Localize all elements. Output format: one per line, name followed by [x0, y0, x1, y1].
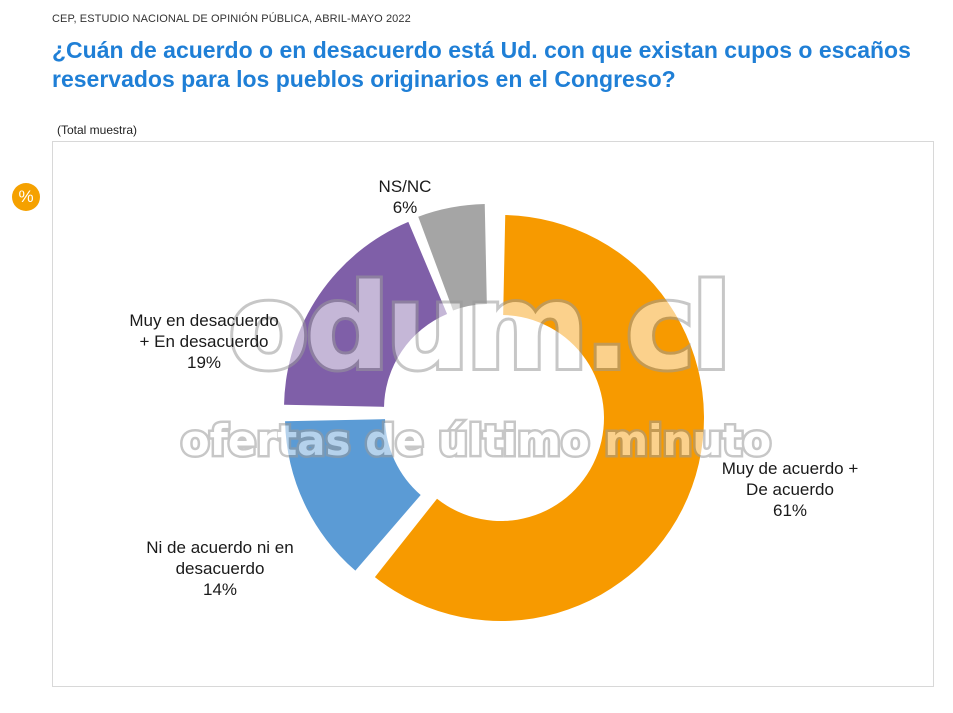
- slice-label-line: Muy de acuerdo +: [721, 459, 859, 478]
- slice-label-3: NS/NC 6%: [295, 176, 515, 218]
- slice-value-label: 61%: [772, 501, 808, 520]
- slice-value-label: 6%: [392, 198, 418, 217]
- slice-label-line: Ni de acuerdo ni en: [146, 538, 294, 557]
- watermark-text-sub: ofertas de último minuto: [181, 416, 771, 465]
- slice-label-line: desacuerdo: [175, 559, 265, 578]
- donut-slice-2: [284, 221, 448, 407]
- sample-note: (Total muestra): [57, 123, 138, 137]
- source-note: CEP, ESTUDIO NACIONAL DE OPINIÓN PÚBLICA…: [52, 13, 411, 25]
- watermark-text-main: odum.cl: [228, 258, 728, 396]
- slice-label-line: NS/NC: [378, 177, 432, 196]
- donut-slice-0: [374, 215, 704, 621]
- slice-label-line: De acuerdo: [746, 480, 834, 499]
- donut-slice-3: [418, 204, 487, 311]
- slice-label-line: Muy en desacuerdo: [129, 311, 279, 330]
- slice-value-label: 19%: [186, 353, 222, 372]
- slice-value-label: 14%: [202, 580, 238, 599]
- watermark-logo: odum.cl ofertas de último minuto: [178, 255, 773, 468]
- donut-slice-1: [285, 419, 421, 571]
- percent-badge: %: [12, 183, 40, 211]
- slice-label-2: Muy en desacuerdo + En desacuerdo 19%: [94, 310, 314, 373]
- chart-title: ¿Cuán de acuerdo o en desacuerdo está Ud…: [52, 37, 911, 92]
- slice-label-1: Ni de acuerdo ni en desacuerdo 14%: [110, 537, 330, 600]
- slice-label-0: Muy de acuerdo + De acuerdo 61%: [680, 458, 900, 521]
- slice-label-line: + En desacuerdo: [139, 332, 269, 351]
